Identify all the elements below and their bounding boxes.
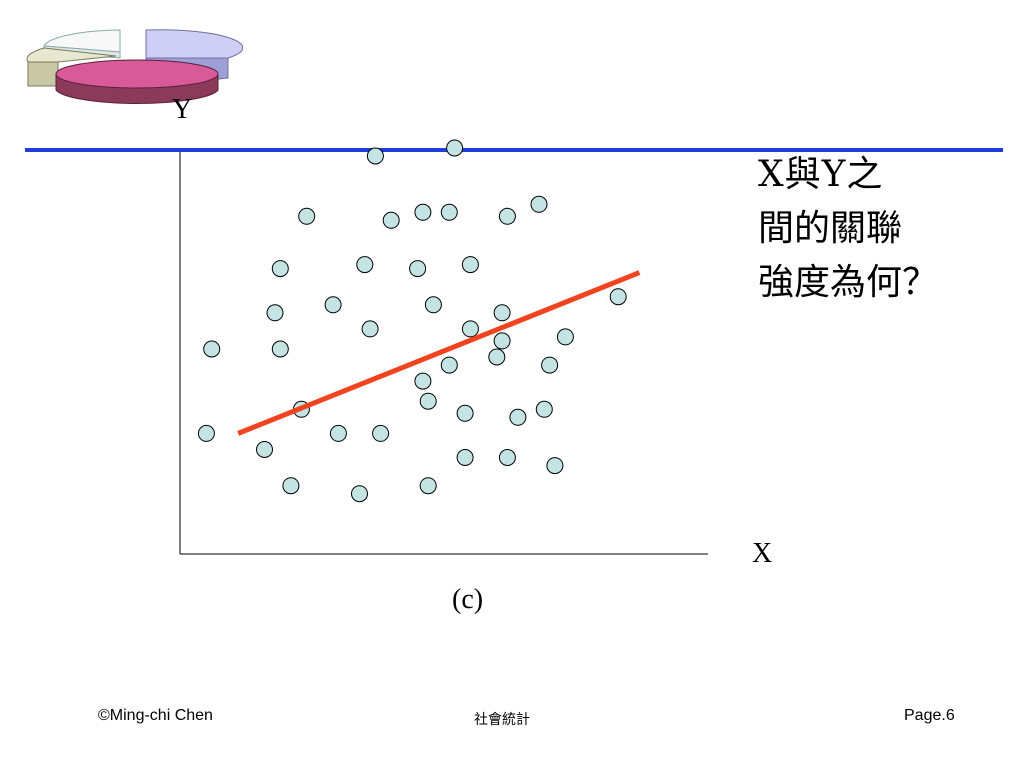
question-text: X與Y之 間的關聯 強度為何？ [758, 148, 938, 310]
scatter-point [488, 348, 506, 366]
scatter-point [546, 457, 564, 475]
scatter-point [541, 356, 559, 374]
scatter-point [535, 400, 553, 418]
scatter-point [509, 408, 527, 426]
scatter-point [456, 449, 474, 466]
scatter-point [324, 296, 342, 314]
question-line-2: 間的關聯 [758, 208, 903, 249]
scatter-point [493, 304, 511, 322]
scatter-point [424, 296, 442, 314]
scatter-point [461, 320, 479, 338]
scatter-point [446, 139, 464, 157]
scatter-point [414, 203, 432, 221]
scatter-point [530, 195, 548, 213]
scatter-point [382, 211, 400, 229]
chart-caption: (c) [452, 584, 484, 615]
scatter-point [461, 256, 479, 274]
scatter-point [266, 304, 284, 322]
scatter-point [498, 449, 516, 466]
scatter-point [409, 260, 427, 278]
trend-line [237, 270, 641, 436]
scatter-point [356, 256, 374, 274]
trend-line-layer [237, 270, 641, 436]
scatter-points [197, 139, 627, 503]
scatter-point [282, 477, 300, 495]
y-axis-label: Y [172, 94, 193, 125]
scatter-point [493, 332, 511, 350]
scatter-point [256, 441, 273, 458]
scatter-point [351, 485, 368, 503]
footer-course-title: 社會統計 [474, 712, 530, 728]
pie-chart-logo-icon [26, 29, 244, 104]
scatter-point [372, 424, 390, 442]
scatter-point [419, 392, 437, 410]
scatter-point [271, 260, 289, 278]
scatter-point [329, 424, 347, 442]
scatter-point [271, 340, 289, 358]
scatter-point [456, 404, 474, 422]
footer-page-number: Page.6 [904, 707, 955, 724]
x-axis-label: X [752, 538, 773, 569]
scatter-point [203, 340, 221, 358]
scatter-point [361, 320, 379, 338]
scatter-point [419, 477, 437, 495]
scatter-point [609, 288, 627, 306]
scatter-point [366, 147, 384, 165]
question-line-1: X與Y之 [758, 154, 884, 195]
scatter-point [498, 207, 516, 225]
scatter-point [556, 328, 574, 346]
footer-copyright: ©Ming-chi Chen [98, 707, 213, 724]
scatter-point [440, 356, 458, 374]
question-line-3: 強度為何？ [758, 262, 939, 303]
scatter-point [298, 207, 316, 225]
scatter-point [440, 203, 458, 221]
scatter-point [414, 372, 432, 390]
scatter-point [197, 424, 215, 442]
